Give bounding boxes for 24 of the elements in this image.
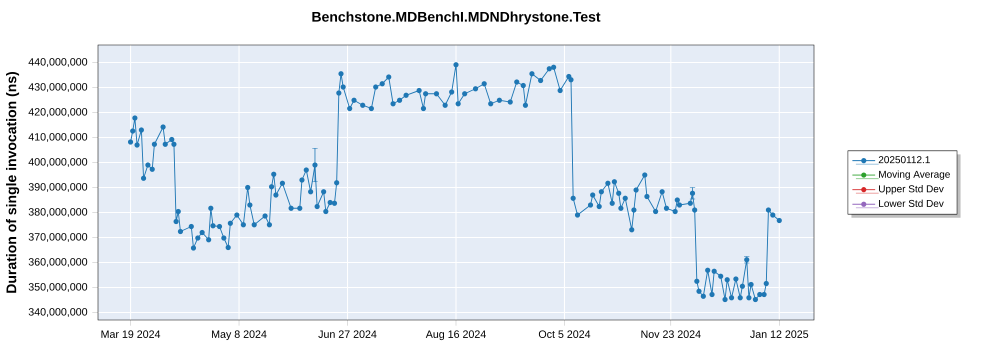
y-tick-label: 350,000,000 [28,283,88,292]
legend-label: 20250112.1 [878,156,930,164]
x-tick-label: Jan 12 2025 [750,330,808,338]
y-tick-label: 420,000,000 [28,108,88,117]
x-tick-label: May 8 2024 [212,330,267,340]
y-tick-label: 380,000,000 [28,208,88,217]
legend-label: Moving Average [879,170,950,180]
legend-label: Lower Std Dev [879,200,944,207]
y-tick-label: 340,000,000 [28,308,88,317]
y-axis-title: Duration of single invocation (ns) [6,72,20,293]
y-tick-label: 400,000,000 [28,158,88,167]
legend-label: Upper Std Dev [879,185,944,194]
x-tick-label: Mar 19 2024 [101,330,160,338]
y-tick-label: 410,000,000 [28,133,88,142]
chart-title: Benchstone.MDBenchI.MDNDhrystone.Test [312,11,600,25]
y-tick-label: 360,000,000 [28,258,88,267]
x-tick-label: Nov 23 2024 [641,330,701,338]
y-tick-label: 370,000,000 [28,233,88,242]
y-tick-label: 440,000,000 [28,58,88,67]
y-tick-label: 430,000,000 [28,83,88,92]
x-tick-label: Jun 27 2024 [318,330,377,338]
x-tick-label: Oct 5 2024 [538,330,590,338]
y-tick-label: 390,000,000 [28,183,88,192]
x-tick-label: Aug 16 2024 [426,330,486,340]
